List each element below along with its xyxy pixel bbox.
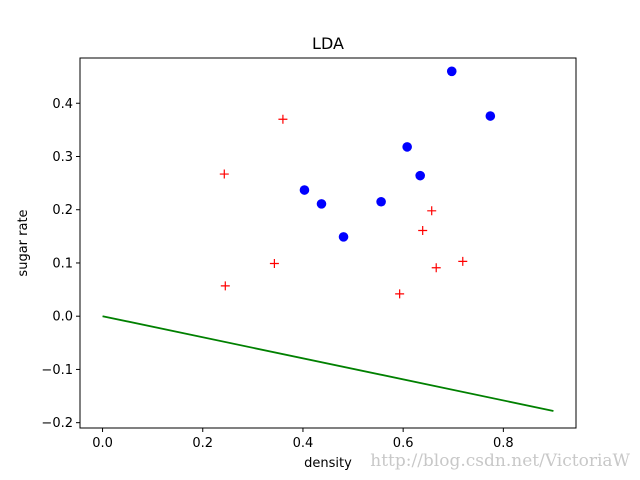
y-tick-label: 0.3 xyxy=(52,150,73,165)
point-positive-7 xyxy=(316,199,327,209)
y-axis-ticks: −0.2 −0.1 0.0 0.1 0.2 0.3 0.4 xyxy=(41,97,80,431)
y-tick-label: −0.2 xyxy=(41,416,73,431)
point-negative-2 xyxy=(220,281,230,291)
axes-frame xyxy=(79,57,577,429)
point-negative-0 xyxy=(431,263,441,273)
series-positive xyxy=(299,66,496,242)
y-tick-label: 0.4 xyxy=(52,97,73,112)
chart-title: LDA xyxy=(312,34,344,53)
watermark-text: http://blog.csdn.net/VictoriaW xyxy=(370,451,630,471)
x-tick-label: 0.4 xyxy=(293,436,314,451)
y-tick-label: 0.0 xyxy=(52,310,73,325)
point-positive-4 xyxy=(376,196,386,207)
point-negative-8 xyxy=(458,256,468,266)
point-positive-1 xyxy=(485,111,496,121)
point-positive-5 xyxy=(299,185,310,195)
x-axis-ticks: 0.0 0.2 0.4 0.6 0.8 xyxy=(92,428,514,451)
point-negative-1 xyxy=(219,169,229,179)
y-tick-label: 0.2 xyxy=(52,203,73,218)
series-negative xyxy=(219,114,468,299)
x-tick-label: 0.2 xyxy=(192,436,213,451)
point-negative-3 xyxy=(269,258,279,268)
point-negative-7 xyxy=(395,289,405,299)
plot-area xyxy=(102,66,554,412)
point-negative-5 xyxy=(427,206,437,216)
point-positive-2 xyxy=(415,170,425,181)
x-tick-label: 0.6 xyxy=(393,436,414,451)
projection-line xyxy=(102,315,554,412)
y-axis-label: sugar rate xyxy=(16,209,31,276)
series-projection-line xyxy=(102,315,554,412)
x-axis-label: density xyxy=(304,456,352,471)
point-negative-4 xyxy=(418,225,428,235)
point-positive-6 xyxy=(338,232,349,242)
point-negative-6 xyxy=(278,114,288,124)
point-positive-3 xyxy=(402,142,412,152)
y-tick-label: 0.1 xyxy=(52,256,73,271)
y-tick-label: −0.1 xyxy=(41,363,73,378)
x-tick-label: 0.8 xyxy=(493,436,514,451)
point-positive-0 xyxy=(446,66,457,77)
x-tick-label: 0.0 xyxy=(92,436,113,451)
